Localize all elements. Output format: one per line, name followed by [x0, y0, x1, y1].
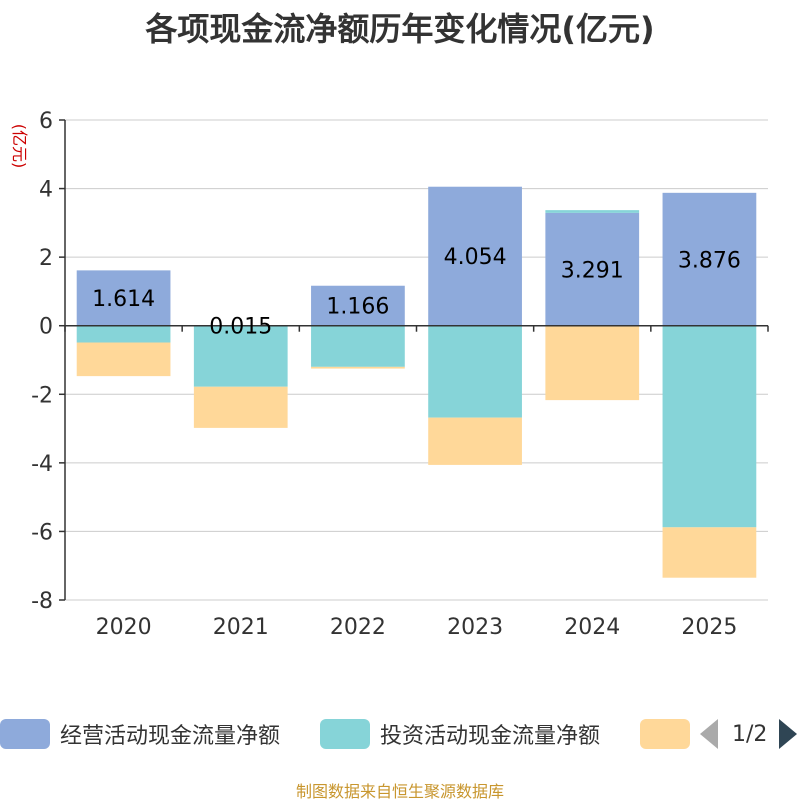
- x-tick-label: 2024: [564, 615, 620, 640]
- data-label: 1.614: [92, 287, 155, 312]
- data-label: 3.876: [678, 248, 741, 273]
- source-note: 制图数据来自恒生聚源数据库: [295, 782, 504, 801]
- y-tick-label: 0: [39, 315, 53, 340]
- bar-2022-series-1: [311, 325, 405, 367]
- pager-next-icon[interactable]: [779, 719, 798, 749]
- legend: 经营活动现金流量净额 投资活动现金流量净额 1/2: [0, 716, 800, 756]
- bar-2024-series-1: [545, 210, 640, 213]
- data-label: 1.166: [326, 295, 389, 320]
- legend-item-investing[interactable]: 投资活动现金流量净额: [320, 716, 600, 752]
- bar-2024-series-2: [545, 325, 640, 401]
- x-tick-label: 2021: [213, 615, 269, 640]
- legend-label-operating: 经营活动现金流量净额: [60, 724, 281, 749]
- bar-2024-series-0: [545, 212, 640, 326]
- bar-2020-series-2: [76, 342, 171, 377]
- bar-2023-series-2: [428, 417, 522, 465]
- legend-pager: 1/2: [700, 716, 798, 752]
- legend-swatch-investing: [320, 719, 370, 749]
- legend-swatch-financing: [640, 719, 690, 749]
- legend-item-financing[interactable]: [640, 716, 700, 752]
- data-label: 4.054: [444, 245, 507, 270]
- legend-item-operating[interactable]: 经营活动现金流量净额: [0, 716, 280, 752]
- y-tick-label: 4: [39, 178, 53, 203]
- x-tick-label: 2020: [96, 615, 152, 640]
- y-tick-label: 2: [39, 246, 53, 271]
- pager-prev-icon[interactable]: [700, 719, 718, 749]
- y-tick-label: -2: [31, 383, 53, 408]
- bar-2025-series-1: [662, 325, 757, 528]
- bar-2021-series-2: [193, 386, 288, 428]
- bar-2025-series-2: [662, 527, 757, 578]
- y-tick-label: -4: [31, 452, 53, 477]
- x-tick-label: 2022: [330, 615, 386, 640]
- data-label: 0.015: [209, 314, 272, 339]
- bar-2023-series-0: [428, 186, 522, 326]
- x-tick-label: 2023: [447, 615, 503, 640]
- y-tick-label: 6: [39, 109, 53, 134]
- legend-swatch-operating: [0, 719, 50, 749]
- bar-2023-series-1: [428, 325, 522, 418]
- bar-2025-series-0: [662, 192, 757, 326]
- bar-2021-series-1: [193, 325, 288, 387]
- chart-canvas: 6 4 2 0 -2 -4 -6 -8 (亿元) 2020 2021 2022 2023 2024 2025…: [10, 109, 769, 640]
- y-tick-label: -6: [31, 520, 53, 545]
- bar-2020-series-1: [76, 325, 171, 343]
- bar-2020-series-0: [76, 270, 171, 326]
- y-axis-unit-label: (亿元): [10, 124, 29, 169]
- chart-title: 各项现金流净额历年变化情况(亿元): [145, 10, 655, 48]
- pager-text: 1/2: [732, 721, 768, 747]
- y-tick-label: -8: [31, 589, 53, 614]
- bar-2022-series-0: [311, 285, 405, 326]
- bar-2022-series-2: [311, 366, 405, 369]
- data-label: 3.291: [561, 258, 624, 283]
- legend-label-investing: 投资活动现金流量净额: [380, 724, 601, 749]
- x-tick-label: 2025: [681, 615, 737, 640]
